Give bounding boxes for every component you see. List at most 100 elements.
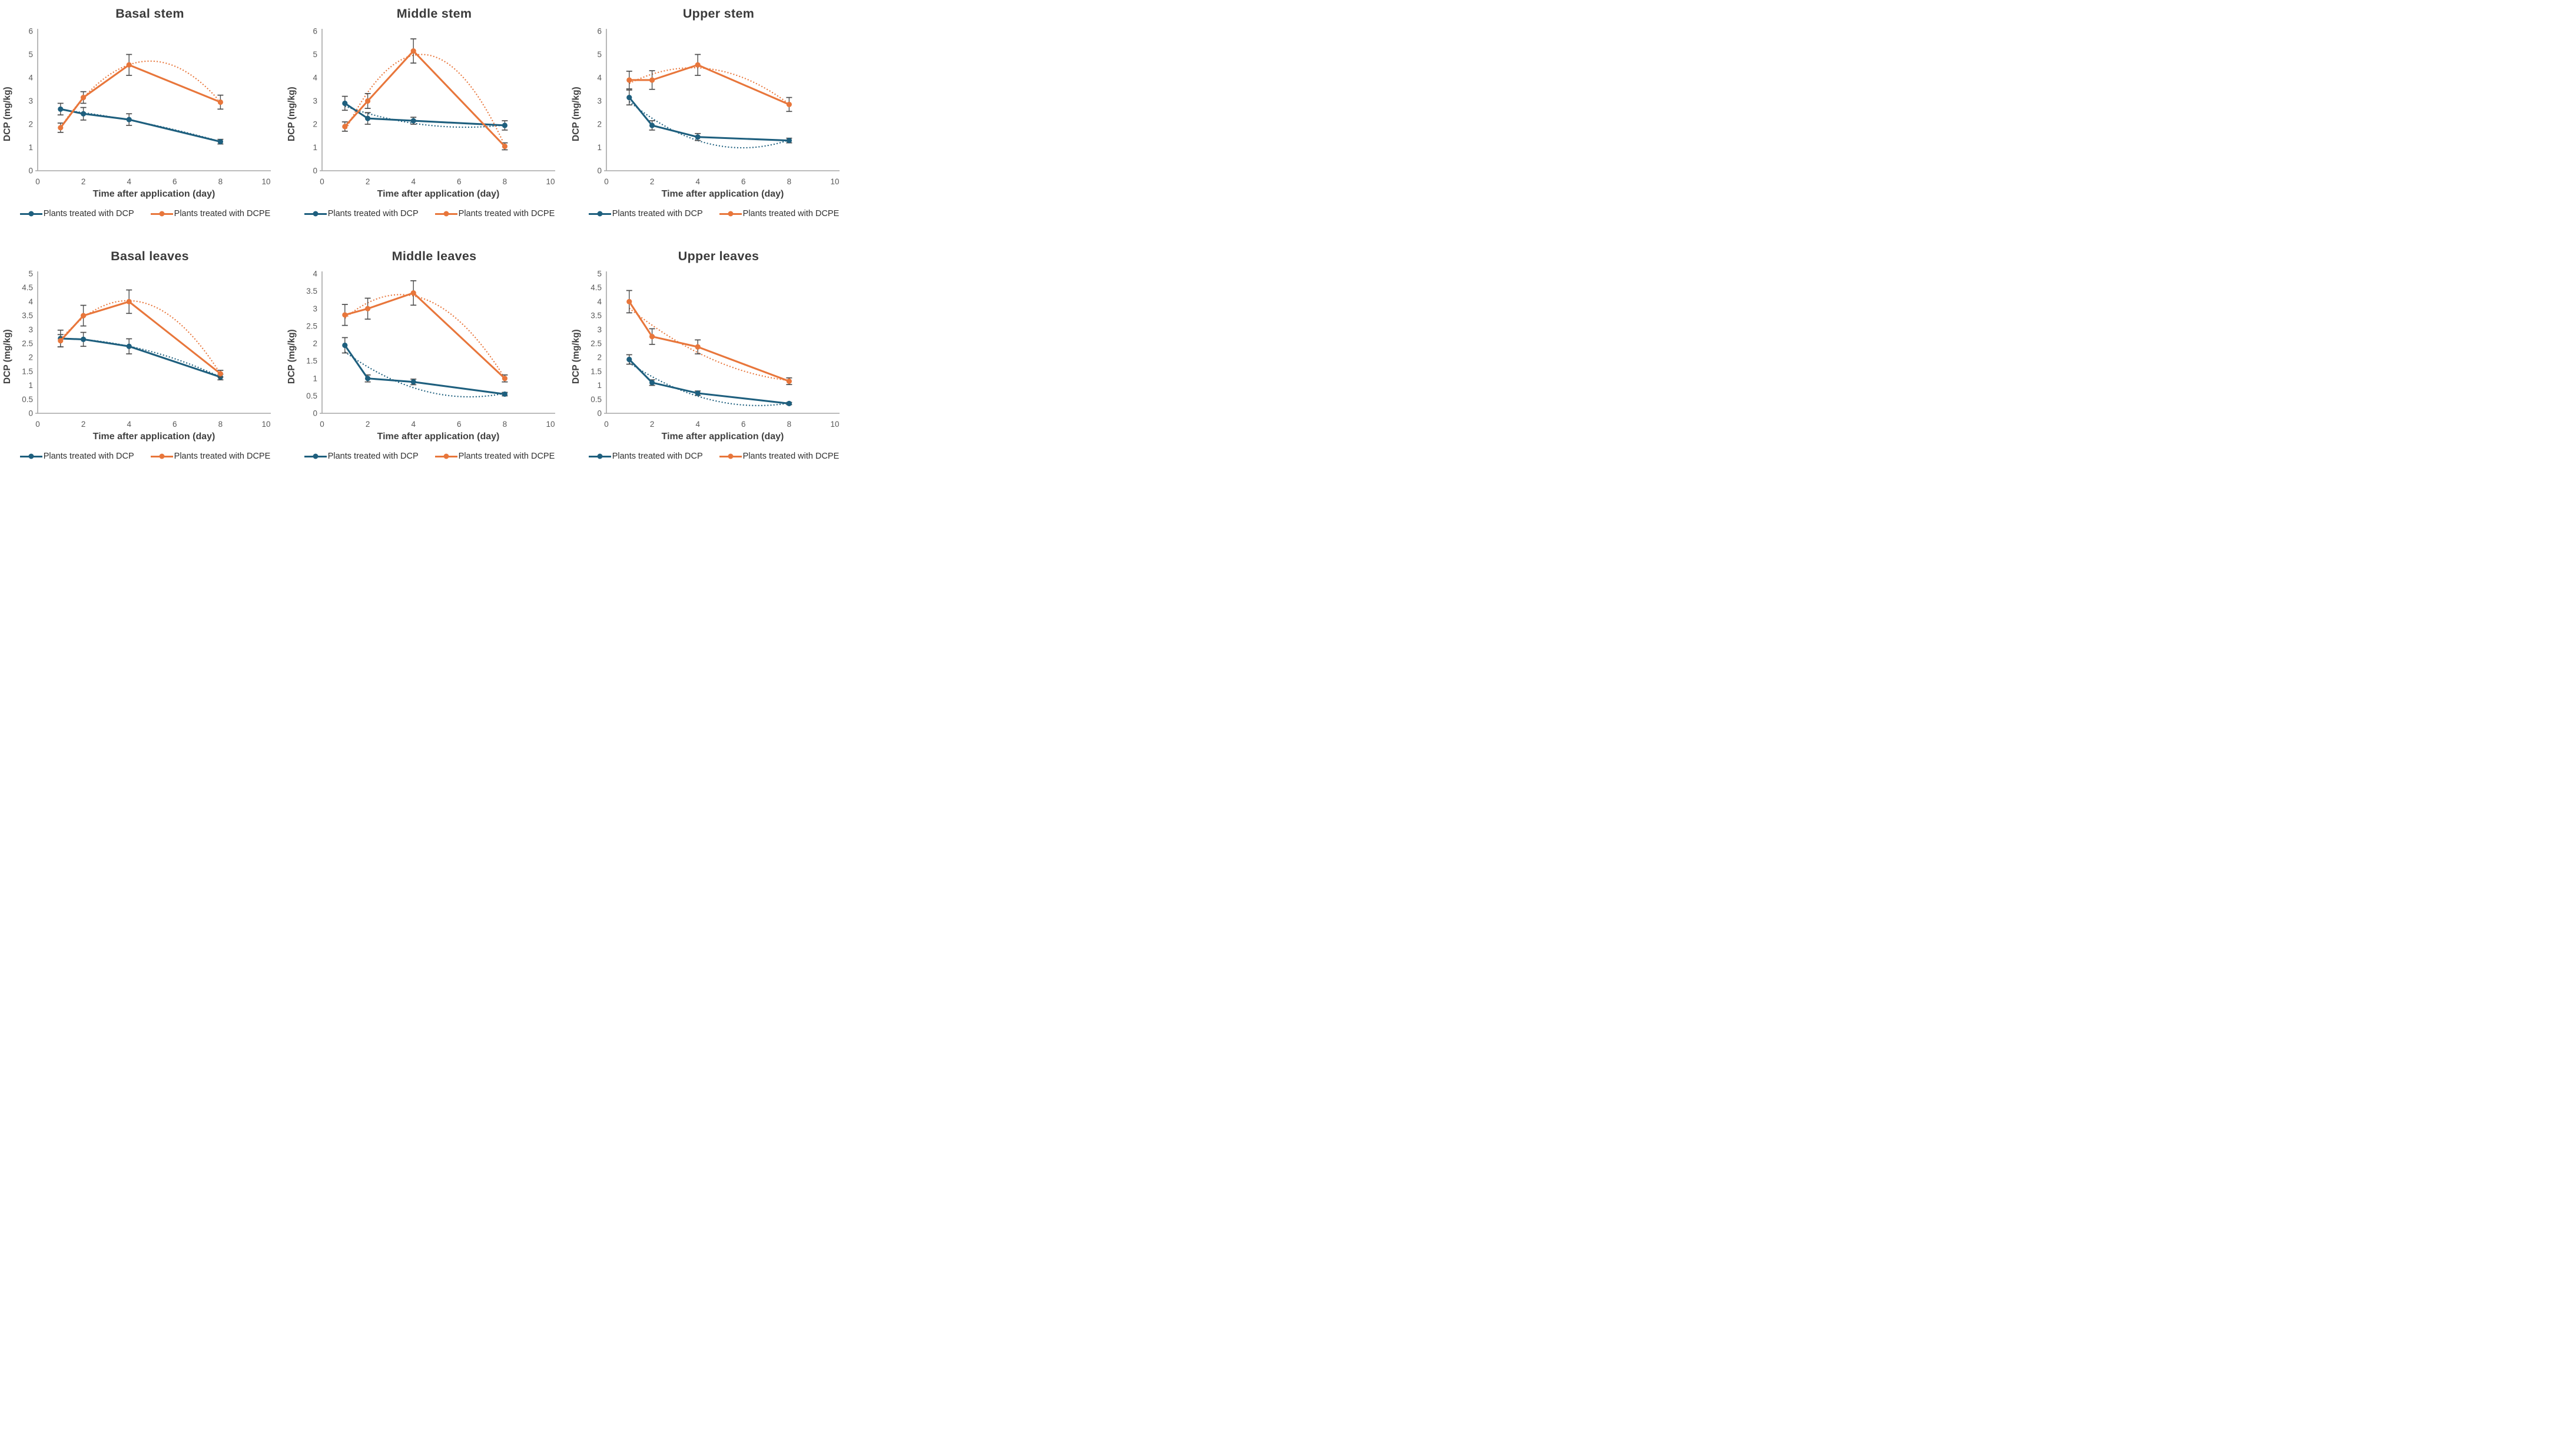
trendline-dcp bbox=[60, 337, 218, 377]
series-dcp bbox=[57, 102, 224, 145]
y-tick-label: 1 bbox=[597, 143, 602, 152]
data-point-dcp bbox=[342, 342, 348, 349]
legend-marker-dcpe-icon bbox=[150, 453, 173, 460]
data-point-dcpe bbox=[649, 334, 655, 340]
y-tick-label: 0.5 bbox=[22, 395, 33, 404]
data-point-dcp bbox=[695, 134, 701, 140]
chart-grid: Basal stem DCP (mg/kg) 0 1 2 3 4 5 6 0 2 4 6 8 10 Ti… bbox=[0, 0, 854, 485]
y-tick-label: 0 bbox=[28, 167, 33, 175]
y-tick-label: 0 bbox=[28, 409, 33, 418]
series-line-dcp bbox=[59, 337, 221, 378]
series-line-dcp bbox=[628, 358, 790, 404]
data-point-dcpe bbox=[217, 371, 223, 377]
y-axis-title: DCP (mg/kg) bbox=[2, 87, 12, 142]
x-tick-labels: 0 2 4 6 8 10 bbox=[320, 420, 555, 429]
legend-marker-dcp-icon bbox=[588, 453, 611, 460]
chart-title-basal-stem: Basal stem bbox=[115, 6, 184, 21]
error-bars-dcp bbox=[626, 89, 792, 144]
y-tick-label: 3 bbox=[597, 325, 602, 334]
data-point-dcpe bbox=[410, 48, 416, 54]
data-point-dcp bbox=[786, 138, 792, 144]
y-tick-label: 4 bbox=[597, 74, 602, 82]
y-tick-label: 4 bbox=[28, 74, 33, 82]
axes bbox=[320, 29, 555, 171]
legend: Plants treated with DCP Plants treated w… bbox=[569, 446, 853, 466]
x-tick-label: 6 bbox=[172, 420, 177, 429]
series-dcp bbox=[626, 354, 792, 407]
axes bbox=[320, 271, 555, 414]
y-tick-label: 2.5 bbox=[22, 339, 33, 348]
data-point-dcpe bbox=[342, 312, 348, 318]
panel-middle-leaves: Middle leaves DCP (mg/kg) 0 0.5 1 1.5 2 2.5 3 3… bbox=[284, 243, 569, 485]
trendline-dcpe bbox=[629, 67, 788, 103]
series-line-dcpe bbox=[59, 300, 221, 375]
x-tick-label: 8 bbox=[218, 420, 223, 429]
legend-item-dcp: Plants treated with DCP bbox=[588, 452, 703, 461]
x-tick-label: 2 bbox=[366, 420, 370, 429]
x-axis-title: Time after application (day) bbox=[92, 432, 215, 442]
y-tick-label: 4.5 bbox=[22, 283, 33, 292]
legend-marker-dcp-icon bbox=[304, 210, 327, 217]
y-tick-label: 3 bbox=[313, 304, 317, 313]
y-tick-label: 3 bbox=[597, 97, 602, 105]
data-point-dcpe bbox=[626, 299, 632, 304]
legend-item-dcp: Plants treated with DCP bbox=[19, 209, 134, 218]
trendline-dcpe bbox=[344, 294, 503, 375]
legend-item-dcpe: Plants treated with DCPE bbox=[150, 209, 270, 218]
legend: Plants treated with DCP Plants treated w… bbox=[0, 446, 284, 466]
x-tick-label: 4 bbox=[411, 420, 416, 429]
y-axis-title: DCP (mg/kg) bbox=[571, 87, 581, 142]
chart-body: DCP (mg/kg) 0 0.5 1 1.5 2 2.5 3 3.5 4 0 2 4 6 8 10 bbox=[284, 268, 569, 430]
y-axis-title: DCP (mg/kg) bbox=[2, 329, 12, 384]
x-tick-labels: 0 2 4 6 8 10 bbox=[320, 177, 555, 186]
data-point-dcpe bbox=[365, 98, 371, 104]
line-chart-basal-stem: 0 1 2 3 4 5 6 0 2 4 6 8 10 bbox=[28, 27, 271, 186]
x-tick-label: 6 bbox=[741, 177, 746, 186]
y-tick-label: 2.5 bbox=[591, 339, 602, 348]
x-tick-label: 10 bbox=[546, 420, 555, 429]
x-axis-title: Time after application (day) bbox=[377, 432, 500, 442]
data-point-dcp bbox=[695, 390, 701, 396]
series-line-dcpe bbox=[628, 300, 790, 383]
data-point-dcp bbox=[649, 122, 655, 128]
data-point-dcpe bbox=[410, 290, 416, 296]
panel-middle-stem: Middle stem DCP (mg/kg) 0 1 2 3 4 5 6 0 2 4 6 8 10 T… bbox=[284, 0, 569, 243]
data-point-dcp bbox=[126, 117, 132, 122]
y-tick-label: 1 bbox=[28, 381, 33, 390]
data-point-dcpe bbox=[695, 344, 701, 350]
y-tick-label: 1 bbox=[313, 374, 317, 383]
data-point-dcpe bbox=[217, 99, 223, 105]
y-tick-label: 2 bbox=[313, 120, 317, 129]
x-tick-label: 4 bbox=[127, 420, 131, 429]
y-tick-label: 3 bbox=[28, 325, 33, 334]
chart-title-upper-stem: Upper stem bbox=[682, 6, 755, 21]
y-tick-label: 4 bbox=[28, 297, 33, 306]
series-dcp bbox=[626, 89, 792, 149]
y-tick-labels: 0 0.5 1 1.5 2 2.5 3 3.5 4 4.5 5 bbox=[22, 270, 33, 418]
legend-item-dcp: Plants treated with DCP bbox=[304, 209, 419, 218]
y-tick-labels: 0 0.5 1 1.5 2 2.5 3 3.5 4 4.5 5 bbox=[591, 270, 602, 418]
y-tick-label: 3 bbox=[313, 97, 317, 105]
y-tick-label: 4 bbox=[597, 297, 602, 306]
y-tick-label: 2 bbox=[28, 353, 33, 362]
data-point-dcp bbox=[649, 380, 655, 386]
series-dcpe bbox=[626, 54, 792, 112]
x-tick-label: 2 bbox=[81, 420, 86, 429]
legend-item-dcpe: Plants treated with DCPE bbox=[150, 452, 270, 461]
series-dcp bbox=[341, 337, 508, 398]
x-axis-title: Time after application (day) bbox=[661, 189, 784, 199]
y-tick-label: 2.5 bbox=[306, 321, 317, 330]
x-tick-label: 10 bbox=[546, 177, 555, 186]
x-tick-label: 8 bbox=[218, 177, 223, 186]
data-point-dcpe bbox=[342, 124, 348, 130]
line-chart-basal-leaves: 0 0.5 1 1.5 2 2.5 3 3.5 4 4.5 5 0 2 4 6 8 10 bbox=[22, 270, 271, 429]
data-point-dcpe bbox=[58, 338, 64, 344]
y-tick-label: 0 bbox=[597, 409, 602, 418]
legend-item-dcpe: Plants treated with DCPE bbox=[719, 209, 839, 218]
data-point-dcp bbox=[626, 356, 632, 363]
legend: Plants treated with DCP Plants treated w… bbox=[0, 204, 284, 224]
y-tick-labels: 0 1 2 3 4 5 6 bbox=[313, 27, 317, 175]
y-tick-label: 6 bbox=[313, 27, 317, 36]
x-tick-label: 8 bbox=[503, 420, 507, 429]
y-tick-labels: 0 1 2 3 4 5 6 bbox=[597, 27, 602, 175]
